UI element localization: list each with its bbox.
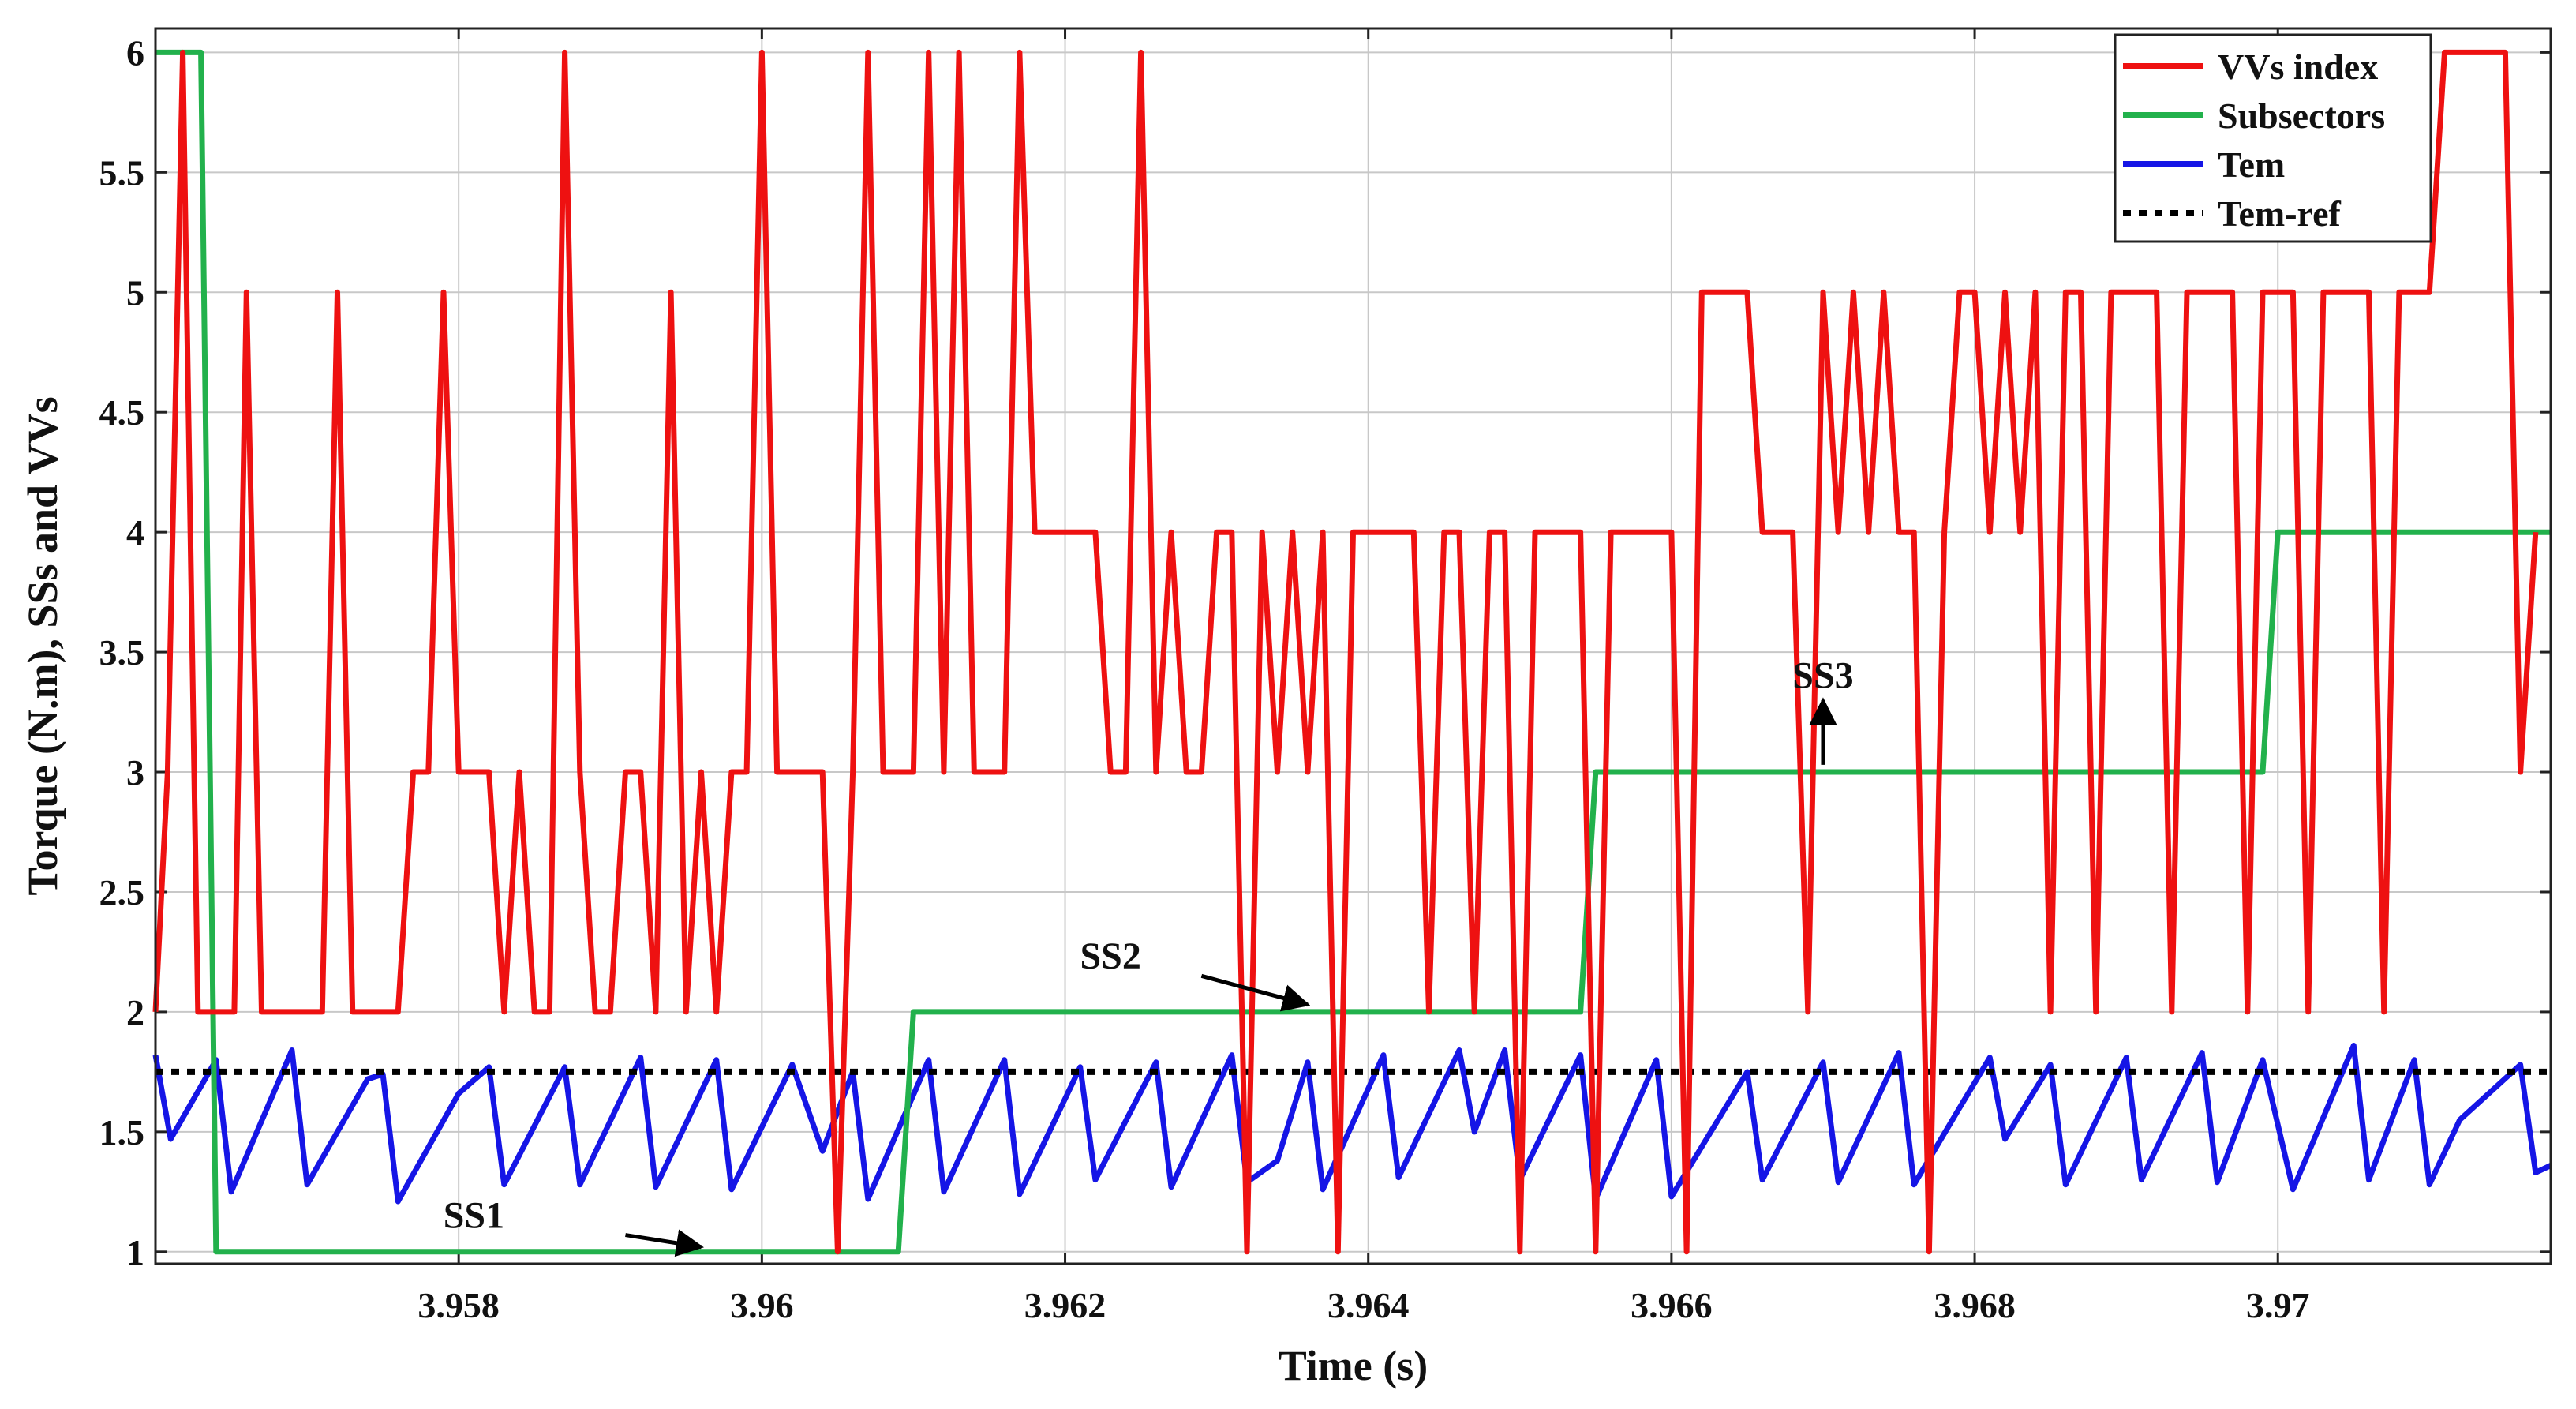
series-line-1: [155, 49, 2551, 1255]
series-line-2: [152, 1043, 2552, 1205]
legend: VVs index Subsectors Tem Tem-ref: [2114, 33, 2432, 243]
legend-label: VVs index: [2218, 47, 2378, 87]
annotation-arrow-ss2: [1200, 973, 1311, 1012]
annotations: SS1 SS2 SS3: [444, 655, 1854, 1257]
legend-label: Tem: [2218, 144, 2285, 185]
annotation-arrow-ss1: [625, 1229, 704, 1257]
y-axis-title: Torque (N.m), SSs and VVs: [19, 396, 66, 895]
x-tick-label: 3.968: [1934, 1285, 2016, 1325]
y-tick-label: 2.5: [99, 872, 145, 912]
y-tick-label: 4: [126, 512, 144, 553]
x-tick-label: 3.96: [730, 1285, 794, 1325]
y-tick-label: 5.5: [99, 152, 145, 193]
series-line-0: [152, 49, 2539, 1255]
x-tick-label: 3.966: [1631, 1285, 1713, 1325]
y-tick-label: 4.5: [99, 392, 145, 433]
y-tick-label: 5: [126, 272, 144, 313]
x-axis-title: Time (s): [1279, 1342, 1428, 1389]
x-tick-label: 3.964: [1327, 1285, 1410, 1325]
legend-label: Tem-ref: [2218, 193, 2342, 234]
legend-label: Subsectors: [2218, 96, 2385, 136]
y-tick-labels: 1 1.5 2 2.5 3 3.5 4 4.5 5 5.5 6: [99, 32, 145, 1272]
x-tick-label: 3.958: [417, 1285, 500, 1325]
plot-series: [152, 49, 2552, 1255]
y-tick-label: 1.5: [99, 1112, 145, 1152]
annotation-label-ss1: SS1: [444, 1194, 504, 1236]
x-tick-label: 3.97: [2246, 1285, 2310, 1325]
annotation-label-ss2: SS2: [1080, 935, 1140, 977]
plot-frame: [154, 27, 2552, 1265]
axis-ticks: [155, 28, 2551, 1264]
x-tick-label: 3.962: [1024, 1285, 1106, 1325]
x-tick-labels: 3.958 3.96 3.962 3.964 3.966 3.968 3.97: [417, 1285, 2309, 1325]
y-tick-label: 3: [126, 752, 144, 793]
y-tick-label: 3.5: [99, 632, 145, 673]
y-tick-label: 2: [126, 992, 144, 1032]
y-tick-label: 1: [126, 1232, 144, 1272]
y-tick-label: 6: [126, 32, 144, 73]
annotation-label-ss3: SS3: [1792, 655, 1853, 697]
